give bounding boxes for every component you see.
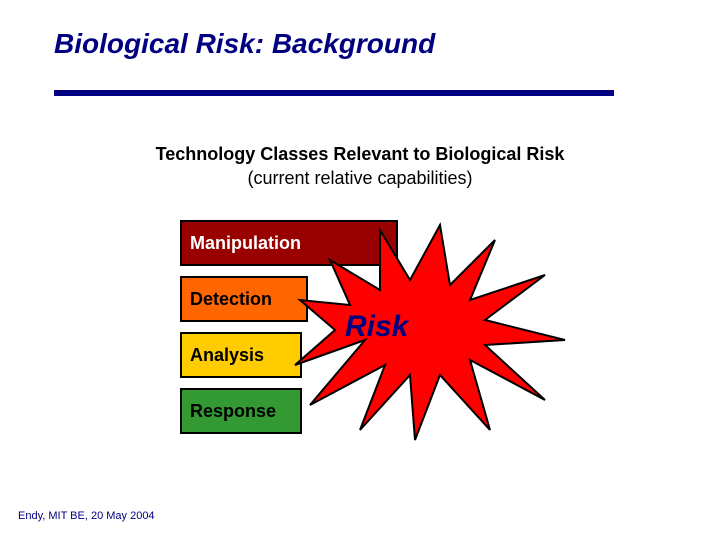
risk-burst: Risk [290, 205, 580, 445]
title-suffix: Background [264, 28, 435, 59]
title-prefix: Biological Risk: [54, 28, 264, 59]
slide-title: Biological Risk: Background [54, 28, 435, 60]
footer-citation: Endy, MIT BE, 20 May 2004 [18, 510, 155, 522]
bar-label: Analysis [190, 345, 264, 366]
bar-label: Response [190, 401, 276, 422]
starburst-icon [290, 205, 580, 445]
bar-label: Detection [190, 289, 272, 310]
bar-label: Manipulation [190, 233, 301, 254]
subtitle-line1: Technology Classes Relevant to Biologica… [105, 144, 615, 165]
slide: Biological Risk: Background Technology C… [0, 0, 720, 540]
starburst-shape [295, 225, 565, 440]
bar-analysis: Analysis [180, 332, 302, 378]
bar-response: Response [180, 388, 302, 434]
risk-label: Risk [345, 310, 408, 344]
bar-detection: Detection [180, 276, 308, 322]
title-divider [54, 90, 614, 96]
subtitle-line2: (current relative capabilities) [105, 168, 615, 189]
